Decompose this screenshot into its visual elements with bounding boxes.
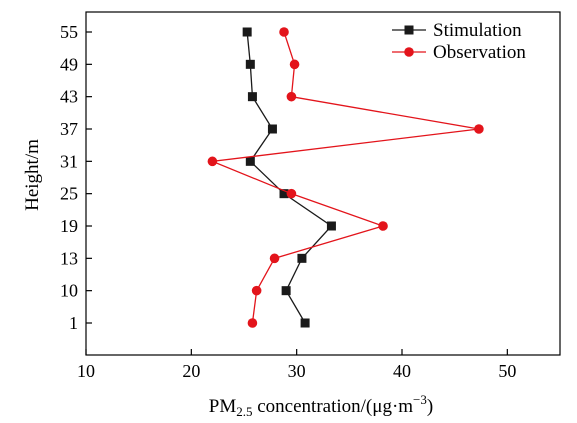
y-tick-label: 55 <box>60 22 78 42</box>
data-point <box>279 27 289 37</box>
x-axis-title-prefix: PM <box>209 396 237 417</box>
x-tick-label: 20 <box>182 361 200 381</box>
data-point <box>247 318 258 328</box>
y-tick-label: 25 <box>60 184 78 204</box>
x-axis-title-superscript: −3 <box>413 392 427 407</box>
data-point <box>281 286 291 296</box>
x-axis-title-subscript: 2.5 <box>236 404 252 419</box>
legend-label: Observation <box>433 42 526 63</box>
data-point <box>286 188 297 199</box>
legend-swatch-marker <box>404 47 414 57</box>
x-tick-label: 40 <box>393 361 411 381</box>
plot-frame <box>85 11 561 356</box>
y-tick-label: 37 <box>60 119 78 139</box>
x-tick-label: 50 <box>498 361 516 381</box>
legend-label: Stimulation <box>433 20 522 41</box>
series-line <box>209 31 480 324</box>
x-axis-title: PM2.5 concentration/(μg·m−3) <box>209 392 433 419</box>
data-point <box>378 221 388 231</box>
data-point <box>279 189 289 199</box>
data-point <box>242 27 252 37</box>
data-point <box>300 318 310 328</box>
data-point <box>245 156 255 166</box>
data-point <box>207 156 218 167</box>
data-point <box>247 92 257 102</box>
x-tick-label: 10 <box>77 361 95 381</box>
x-tick-label: 30 <box>288 361 306 381</box>
data-point <box>289 59 300 70</box>
series-line <box>246 31 333 324</box>
y-tick-label: 49 <box>60 54 78 74</box>
data-point <box>267 124 277 134</box>
data-point <box>245 59 255 69</box>
data-point <box>269 253 280 264</box>
legend-swatch-marker <box>404 25 414 35</box>
y-tick-label: 19 <box>60 216 78 236</box>
x-axis-title-close: ) <box>427 396 433 417</box>
x-axis-title-suffix: concentration/(μg·m <box>253 396 414 417</box>
y-tick-label: 43 <box>60 87 78 107</box>
y-axis-title: Height/m <box>22 139 43 211</box>
y-tick-label: 13 <box>60 248 78 268</box>
data-point <box>286 91 297 102</box>
data-point <box>251 285 262 296</box>
y-tick-label: 1 <box>69 313 78 333</box>
y-tick-label: 10 <box>60 281 78 301</box>
data-point <box>326 221 336 231</box>
y-tick-label: 31 <box>60 151 78 171</box>
data-point <box>474 124 484 134</box>
data-point <box>297 253 307 263</box>
